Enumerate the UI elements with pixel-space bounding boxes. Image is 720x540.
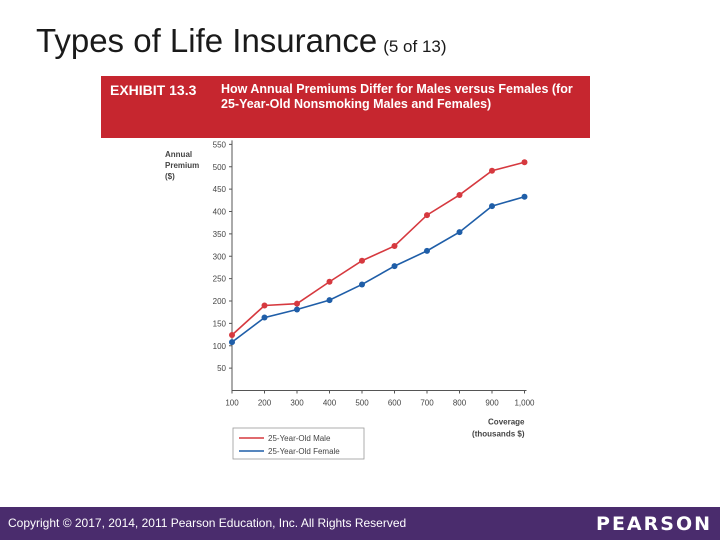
- copyright-text: Copyright © 2017, 2014, 2011 Pearson Edu…: [8, 516, 407, 530]
- x-tick-label: 900: [485, 399, 499, 408]
- data-point: [489, 203, 495, 210]
- slide-subtitle: (5 of 13): [383, 37, 447, 56]
- y-axis-label: Premium: [165, 161, 199, 170]
- data-point: [261, 302, 268, 309]
- data-point: [521, 159, 528, 166]
- series-line: [231, 195, 525, 343]
- legend-label: 25-Year-Old Male: [268, 434, 331, 443]
- x-tick-label: 100: [225, 399, 239, 408]
- y-axis-label: ($): [165, 172, 175, 181]
- exhibit-header: EXHIBIT 13.3 How Annual Premiums Differ …: [101, 76, 590, 138]
- data-point: [326, 297, 333, 304]
- y-tick-label: 500: [213, 163, 227, 172]
- slide-title: Types of Life Insurance (5 of 13): [36, 22, 447, 60]
- data-point: [294, 300, 300, 307]
- x-axis-label: Coverage: [488, 418, 525, 427]
- data-point: [359, 281, 365, 288]
- data-point: [261, 314, 268, 321]
- y-tick-label: 150: [213, 319, 227, 328]
- data-point: [456, 229, 463, 236]
- x-tick-label: 600: [388, 399, 402, 408]
- exhibit-title: How Annual Premiums Differ for Males ver…: [221, 82, 573, 111]
- legend-box: [232, 427, 365, 460]
- series-line: [231, 161, 525, 336]
- data-point: [229, 332, 235, 339]
- legend-label: 25-Year-Old Female: [268, 447, 340, 456]
- y-tick-label: 350: [213, 230, 227, 239]
- x-tick-label: 800: [453, 399, 467, 408]
- y-tick-label: 550: [213, 140, 227, 149]
- data-point: [424, 212, 430, 219]
- data-point: [359, 257, 365, 264]
- data-point: [326, 278, 333, 285]
- y-axis-label: Annual: [165, 150, 192, 159]
- y-tick-label: 100: [213, 342, 227, 351]
- data-point: [424, 247, 430, 254]
- x-axis-label: (thousands $): [472, 430, 525, 439]
- slide-title-text: Types of Life Insurance: [36, 22, 378, 59]
- data-point: [229, 339, 235, 346]
- data-point: [391, 242, 398, 249]
- y-tick-label: 200: [213, 297, 227, 306]
- data-point: [456, 191, 463, 198]
- data-point: [489, 167, 495, 174]
- x-tick-label: 700: [420, 399, 434, 408]
- y-tick-label: 50: [217, 364, 226, 373]
- x-tick-label: 500: [355, 399, 369, 408]
- x-tick-label: 200: [258, 399, 272, 408]
- line-chart: Annual Premium ($) 50 100 150 200 250 300 350 400 4…: [165, 140, 535, 460]
- pearson-logo: PEARSON: [596, 513, 712, 535]
- footer-bar: Copyright © 2017, 2014, 2011 Pearson Edu…: [0, 507, 720, 540]
- y-tick-label: 300: [213, 252, 227, 261]
- y-tick-label: 450: [213, 185, 227, 194]
- exhibit-label: EXHIBIT 13.3: [110, 82, 197, 98]
- data-point: [521, 193, 528, 200]
- y-tick-label: 250: [213, 275, 227, 284]
- x-tick-label: 300: [290, 399, 304, 408]
- y-tick-label: 400: [213, 208, 227, 217]
- data-point: [391, 263, 398, 270]
- data-point: [294, 306, 300, 313]
- x-tick-label: 1,000: [514, 399, 535, 408]
- x-tick-label: 400: [323, 399, 337, 408]
